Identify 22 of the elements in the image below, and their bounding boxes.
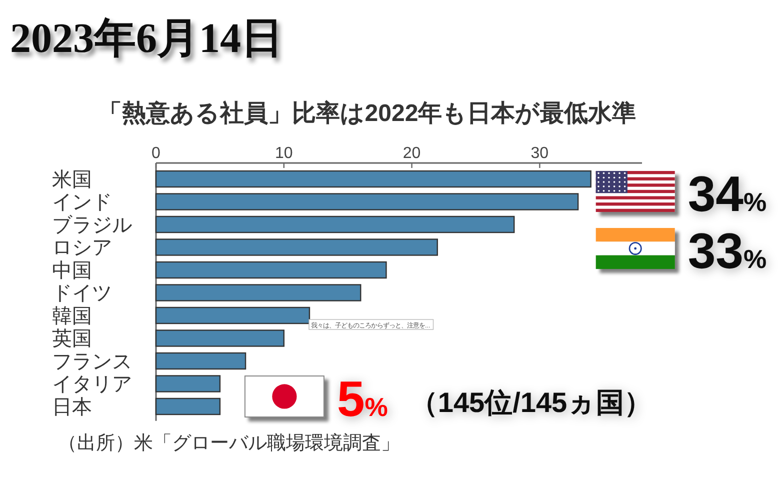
y-tick-label: インド <box>52 192 112 214</box>
annotation: （145位/145ヵ国） <box>410 386 652 418</box>
y-tick-label: 中国 <box>52 260 92 282</box>
text: 2023年6月14日 <box>10 16 283 62</box>
x-tick-label: 30 <box>530 145 549 162</box>
y-tick-label: 英国 <box>52 328 92 350</box>
x-tick-label: 20 <box>402 145 421 162</box>
y-tick-label: 韓国 <box>52 305 92 328</box>
chart-title: 「熱意ある社員」比率は2022年も日本が最低水準 <box>98 100 636 127</box>
y-tick-label: ドイツ <box>52 282 112 305</box>
y-tick-label: ロシア <box>52 237 112 260</box>
y-tick-label: イタリア <box>52 374 132 396</box>
y-tick-label: フランス <box>52 350 132 373</box>
data-label: 34% <box>688 166 767 222</box>
data-label: 33% <box>688 222 767 279</box>
y-tick-label: 米国 <box>52 168 92 191</box>
data-label: 5% <box>336 370 388 427</box>
x-tick-label: 10 <box>274 145 293 162</box>
x-tick-label: 0 <box>152 145 161 162</box>
y-tick-label: 日本 <box>52 396 92 418</box>
text: （出所）米「グローバル職場環境調査」 <box>58 432 400 454</box>
y-tick-label: ブラジル <box>52 214 132 236</box>
